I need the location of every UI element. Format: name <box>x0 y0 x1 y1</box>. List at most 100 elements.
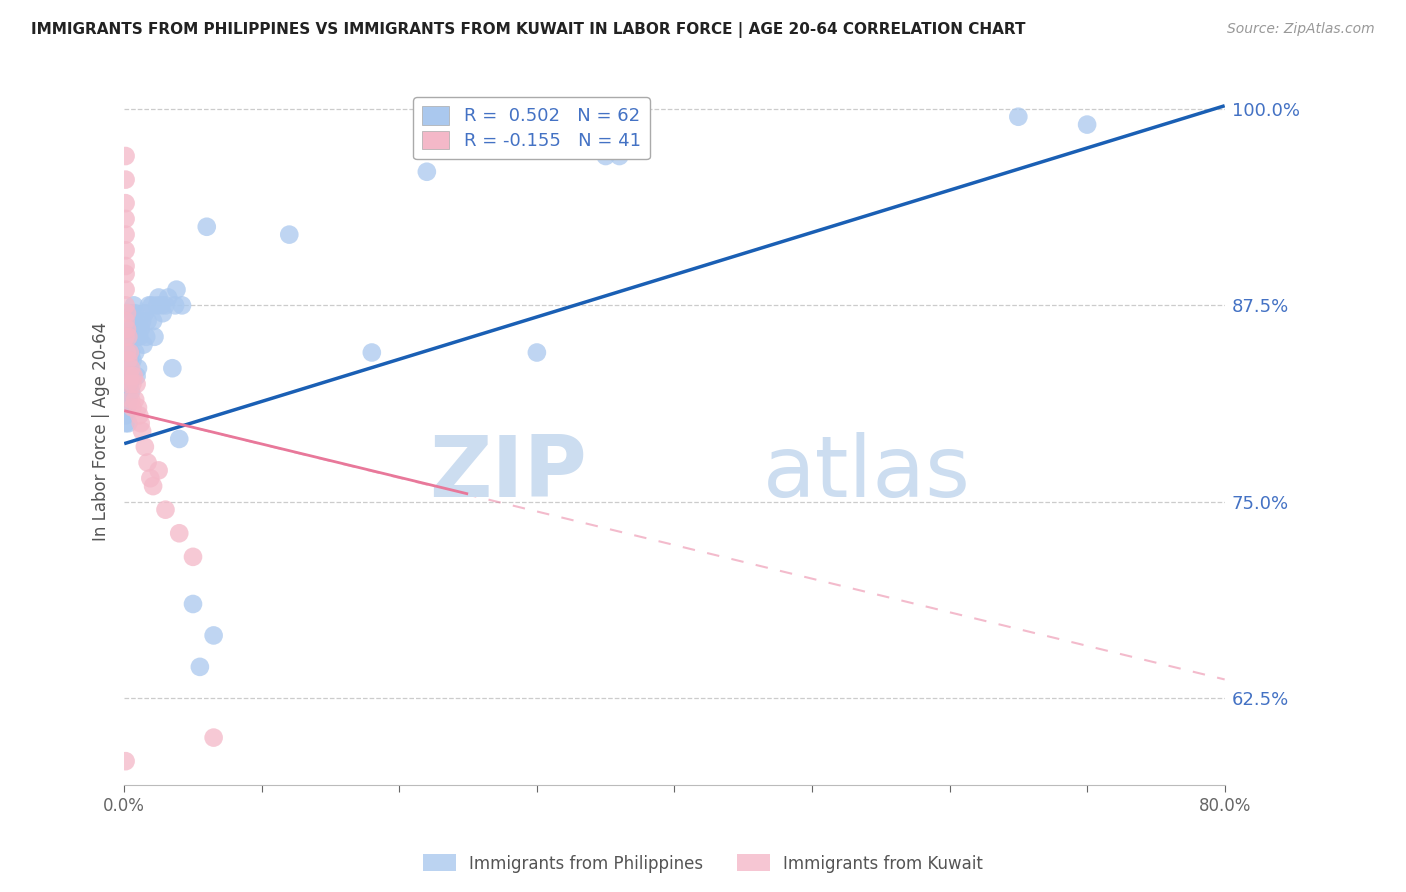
Point <box>114 409 136 423</box>
Point <box>181 549 204 564</box>
Point <box>202 731 225 745</box>
Point <box>115 306 138 320</box>
Legend: R =  0.502   N = 62, R = -0.155   N = 41: R = 0.502 N = 62, R = -0.155 N = 41 <box>413 97 650 160</box>
Point <box>118 369 141 384</box>
Point <box>146 298 169 312</box>
Point <box>117 353 139 368</box>
Point <box>595 149 617 163</box>
Point <box>118 376 141 391</box>
Point <box>120 392 142 407</box>
Point <box>167 432 190 446</box>
Point <box>609 149 631 163</box>
Point <box>114 267 136 281</box>
Point <box>129 416 152 430</box>
Point <box>114 401 136 415</box>
Point <box>120 322 142 336</box>
Point <box>124 306 146 320</box>
Text: IMMIGRANTS FROM PHILIPPINES VS IMMIGRANTS FROM KUWAIT IN LABOR FORCE | AGE 20-64: IMMIGRANTS FROM PHILIPPINES VS IMMIGRANT… <box>31 22 1025 38</box>
Point <box>117 330 139 344</box>
Point <box>114 392 136 407</box>
Point <box>122 330 145 344</box>
Point <box>134 440 156 454</box>
Point <box>121 376 143 391</box>
Y-axis label: In Labor Force | Age 20-64: In Labor Force | Age 20-64 <box>93 321 110 541</box>
Point <box>120 361 142 376</box>
Point <box>117 345 139 359</box>
Point <box>124 392 146 407</box>
Legend: Immigrants from Philippines, Immigrants from Kuwait: Immigrants from Philippines, Immigrants … <box>416 847 990 880</box>
Point <box>167 526 190 541</box>
Point <box>114 196 136 211</box>
Point <box>416 165 439 179</box>
Point <box>127 322 149 336</box>
Point <box>129 322 152 336</box>
Point <box>114 244 136 258</box>
Point <box>162 361 184 376</box>
Point <box>117 416 139 430</box>
Point <box>128 409 150 423</box>
Point <box>157 291 180 305</box>
Point <box>114 298 136 312</box>
Point <box>131 424 153 438</box>
Point <box>114 172 136 186</box>
Point <box>181 597 204 611</box>
Text: atlas: atlas <box>762 432 970 515</box>
Point <box>142 479 165 493</box>
Point <box>136 456 159 470</box>
Point <box>117 392 139 407</box>
Point <box>121 306 143 320</box>
Text: Source: ZipAtlas.com: Source: ZipAtlas.com <box>1227 22 1375 37</box>
Text: ZIP: ZIP <box>429 432 586 515</box>
Point <box>114 211 136 226</box>
Point <box>115 361 138 376</box>
Point <box>127 401 149 415</box>
Point <box>114 283 136 297</box>
Point <box>526 345 548 359</box>
Point <box>115 345 138 359</box>
Point <box>142 314 165 328</box>
Point <box>134 306 156 320</box>
Point <box>131 314 153 328</box>
Point <box>125 369 148 384</box>
Point <box>117 369 139 384</box>
Point <box>120 384 142 399</box>
Point <box>115 401 138 415</box>
Point <box>114 754 136 768</box>
Point <box>143 330 166 344</box>
Point <box>141 298 163 312</box>
Point <box>195 219 218 234</box>
Point <box>114 149 136 163</box>
Point <box>125 376 148 391</box>
Point <box>278 227 301 242</box>
Point <box>165 298 187 312</box>
Point <box>127 361 149 376</box>
Point <box>118 330 141 344</box>
Point <box>128 330 150 344</box>
Point <box>152 306 174 320</box>
Point <box>121 353 143 368</box>
Point <box>114 330 136 344</box>
Point <box>124 345 146 359</box>
Point <box>120 345 142 359</box>
Point <box>166 283 188 297</box>
Point <box>114 227 136 242</box>
Point <box>125 330 148 344</box>
Point <box>114 314 136 328</box>
Point <box>117 376 139 391</box>
Point <box>132 337 155 351</box>
Point <box>136 314 159 328</box>
Point <box>135 330 157 344</box>
Point <box>121 401 143 415</box>
Point <box>122 369 145 384</box>
Point <box>114 416 136 430</box>
Point <box>114 384 136 399</box>
Point <box>202 628 225 642</box>
Point <box>155 502 177 516</box>
Point <box>148 291 170 305</box>
Point <box>115 384 138 399</box>
Point <box>150 298 173 312</box>
Point <box>114 259 136 273</box>
Point <box>139 471 162 485</box>
Point <box>148 463 170 477</box>
Point <box>115 322 138 336</box>
